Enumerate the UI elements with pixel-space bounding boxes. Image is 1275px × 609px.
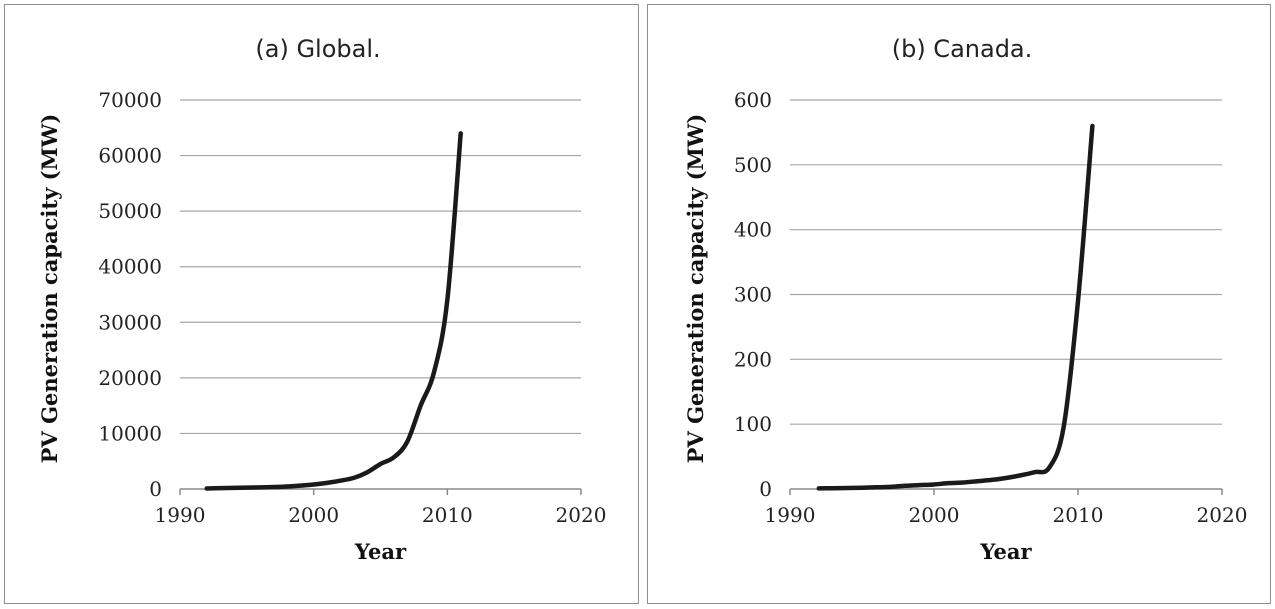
- y-tick-label: 0: [149, 477, 162, 501]
- series-line: [204, 131, 463, 491]
- x-tick-label: 2010: [1053, 503, 1104, 527]
- x-axis-label: Year: [979, 539, 1032, 564]
- y-tick-label: 400: [734, 218, 772, 242]
- chart-title: (b) Canada.: [892, 35, 1033, 63]
- series-line: [816, 123, 1095, 491]
- y-tick-label: 600: [734, 88, 772, 112]
- y-tick-label: 30000: [98, 310, 162, 334]
- y-tick-label: 500: [734, 153, 772, 177]
- x-tick-label: 2020: [556, 503, 607, 527]
- chart-global: (a) Global. 1990 2000 2010 2020 0 10000 20000 30…: [37, 35, 607, 564]
- x-tick-label: 2000: [909, 503, 960, 527]
- y-tick-label: 70000: [98, 88, 162, 112]
- x-tick-label: 2000: [288, 503, 339, 527]
- x-tick-label: 2010: [422, 503, 473, 527]
- chart-panel-global: (a) Global. 1990 2000 2010 2020 0 10000 20000 30…: [4, 4, 639, 604]
- y-axis-label: PV Generation capacity (MW): [37, 114, 62, 464]
- y-tick-label: 200: [734, 347, 772, 371]
- y-tick-label: 300: [734, 283, 772, 307]
- y-tick-label: 20000: [98, 366, 162, 390]
- y-tick-label: 60000: [98, 144, 162, 168]
- chart-panel-canada: (b) Canada. 1990 2000 2010 2020 0 100 200 300 400…: [647, 4, 1271, 604]
- y-tick-label: 40000: [98, 255, 162, 279]
- y-tick-label: 100: [734, 412, 772, 436]
- x-tick-label: 1990: [155, 503, 206, 527]
- y-tick-label: 10000: [98, 421, 162, 445]
- y-tick-label: 50000: [98, 199, 162, 223]
- x-tick-label: 1990: [765, 503, 816, 527]
- y-tick-label: 0: [759, 477, 772, 501]
- x-tick-label: 2020: [1197, 503, 1248, 527]
- y-axis-label: PV Generation capacity (MW): [683, 114, 708, 464]
- chart-title: (a) Global.: [255, 35, 380, 63]
- x-axis-label: Year: [354, 539, 407, 564]
- chart-canada: (b) Canada. 1990 2000 2010 2020 0 100 200 300 400…: [683, 35, 1248, 564]
